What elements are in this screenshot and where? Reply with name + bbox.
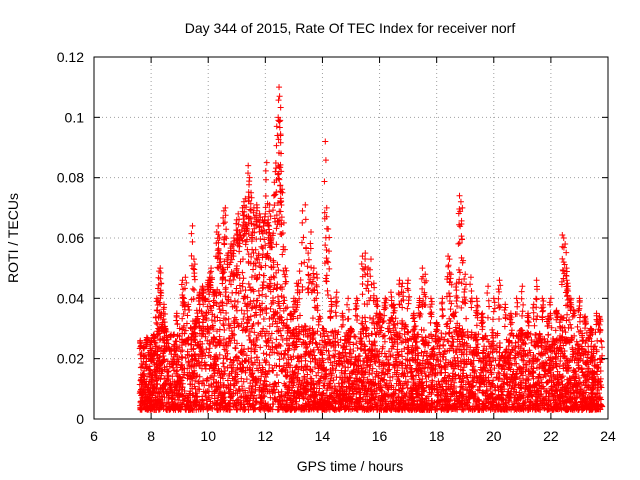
data-point <box>172 351 179 358</box>
data-point <box>309 325 316 332</box>
data-point <box>257 344 264 351</box>
data-point <box>521 388 528 395</box>
data-point <box>567 321 574 328</box>
data-point <box>253 334 260 341</box>
data-point <box>259 291 266 298</box>
data-point <box>381 338 388 345</box>
data-point <box>266 323 273 330</box>
data-point <box>362 318 369 325</box>
data-point <box>562 329 569 336</box>
data-point <box>335 351 342 358</box>
data-point <box>515 351 522 358</box>
data-point <box>245 280 252 287</box>
data-point <box>425 339 432 346</box>
data-point <box>243 352 250 359</box>
data-point <box>321 333 328 340</box>
data-point <box>548 324 555 331</box>
data-point <box>208 317 215 324</box>
data-point <box>242 287 249 294</box>
data-point <box>397 359 404 366</box>
data-point <box>528 363 535 370</box>
data-point <box>442 330 449 337</box>
data-point <box>212 318 219 325</box>
data-point <box>228 328 235 335</box>
data-point <box>224 364 231 371</box>
data-point <box>231 297 238 304</box>
data-point <box>404 384 411 391</box>
data-point <box>489 326 496 333</box>
data-point <box>460 364 467 371</box>
data-point <box>313 340 320 347</box>
data-point <box>226 335 233 342</box>
data-point <box>403 365 410 372</box>
data-point <box>260 279 267 286</box>
data-point <box>263 351 270 358</box>
data-point <box>399 353 406 360</box>
data-point <box>276 363 283 370</box>
data-point <box>270 273 277 280</box>
data-point <box>232 344 239 351</box>
data-point <box>186 390 193 397</box>
data-point <box>174 367 181 374</box>
data-point <box>316 385 323 392</box>
data-point <box>444 337 451 344</box>
data-point <box>314 328 321 335</box>
data-markers <box>136 84 606 413</box>
data-point <box>262 242 269 249</box>
data-point <box>240 378 247 385</box>
data-point <box>192 377 199 384</box>
data-point <box>275 379 282 386</box>
data-point <box>446 329 453 336</box>
data-point <box>347 350 354 357</box>
data-point <box>486 343 493 350</box>
